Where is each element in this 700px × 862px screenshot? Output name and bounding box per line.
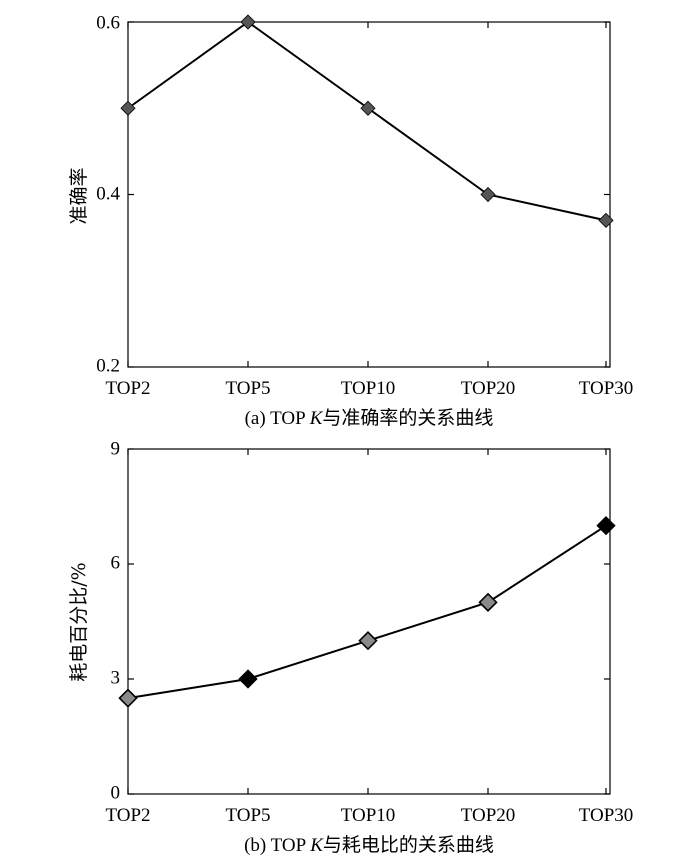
- panel-a-y-tick-label: 0.4: [96, 183, 120, 204]
- panel-b-caption-prefix: (b) TOP: [244, 835, 310, 856]
- panel-b-plot-frame: [127, 448, 611, 795]
- panel-b-y-axis-label: 耗电百分比/%: [68, 562, 90, 681]
- panel-a-series-line: [127, 20, 607, 222]
- panel-b-y-tick-label: 9: [111, 438, 121, 459]
- panel-b-data-point: [596, 516, 616, 536]
- panel-a-data-point: [120, 100, 136, 116]
- panel-a-data-point: [360, 100, 376, 116]
- panel-a-x-tick-label: TOP5: [225, 378, 270, 399]
- panel-b-data-point: [358, 631, 378, 651]
- panel-a-marks: [120, 14, 614, 368]
- panel-a-caption-suffix: 与准确率的关系曲线: [322, 407, 493, 429]
- panel-b-data-point: [238, 669, 258, 689]
- panel-a-x-tick-label: TOP2: [105, 378, 150, 399]
- panel-a-x-tick-label: TOP30: [579, 378, 634, 399]
- panel-a-caption-prefix: (a) TOP: [245, 408, 310, 429]
- panel-a-x-tick-label: TOP20: [461, 378, 516, 399]
- panel-a-data-point: [480, 186, 496, 203]
- panel-b-data-point: [478, 592, 498, 612]
- panel-b-x-tick-label: TOP20: [461, 805, 516, 826]
- panel-a-y-tick-label: 0.6: [96, 12, 120, 33]
- panel-b-marks: [118, 448, 616, 795]
- panel-a-x-tick-label: TOP10: [341, 378, 396, 399]
- panel-a-accuracy: 准确率 0.2 0.4 0.6 TOP2 TOP5 TOP10 TOP20 TO…: [68, 12, 633, 429]
- panel-b-y-tick-label: 3: [111, 667, 121, 688]
- panel-b-power: 耗电百分比/% 0 3 6 9 TOP2 TOP5 TOP10 TOP20 TO…: [68, 438, 633, 856]
- panel-a-y-axis-label: 准确率: [68, 167, 90, 224]
- panel-b-caption-italic: K: [309, 835, 324, 856]
- panel-a-data-point: [598, 212, 614, 228]
- panel-b-x-tick-label: TOP30: [579, 805, 634, 826]
- panel-b-x-tick-label: TOP10: [341, 805, 396, 826]
- panel-a-plot-frame: [127, 21, 611, 368]
- panel-b-y-tick-label: 0: [111, 782, 121, 803]
- panel-a-data-point: [240, 14, 256, 30]
- panel-b-data-point: [118, 688, 138, 708]
- panel-b-caption: (b) TOP K与耗电比的关系曲线: [244, 834, 494, 856]
- panel-b-x-tick-label: TOP2: [105, 805, 150, 826]
- panel-b-y-tick-label: 6: [111, 552, 121, 573]
- panel-a-caption-italic: K: [309, 408, 324, 429]
- panel-b-series-line: [127, 524, 607, 700]
- panel-b-x-tick-label: TOP5: [225, 805, 270, 826]
- panel-a-y-tick-label: 0.2: [96, 355, 120, 376]
- panel-a-caption: (a) TOP K与准确率的关系曲线: [245, 407, 494, 429]
- panel-b-caption-suffix: 与耗电比的关系曲线: [323, 834, 494, 856]
